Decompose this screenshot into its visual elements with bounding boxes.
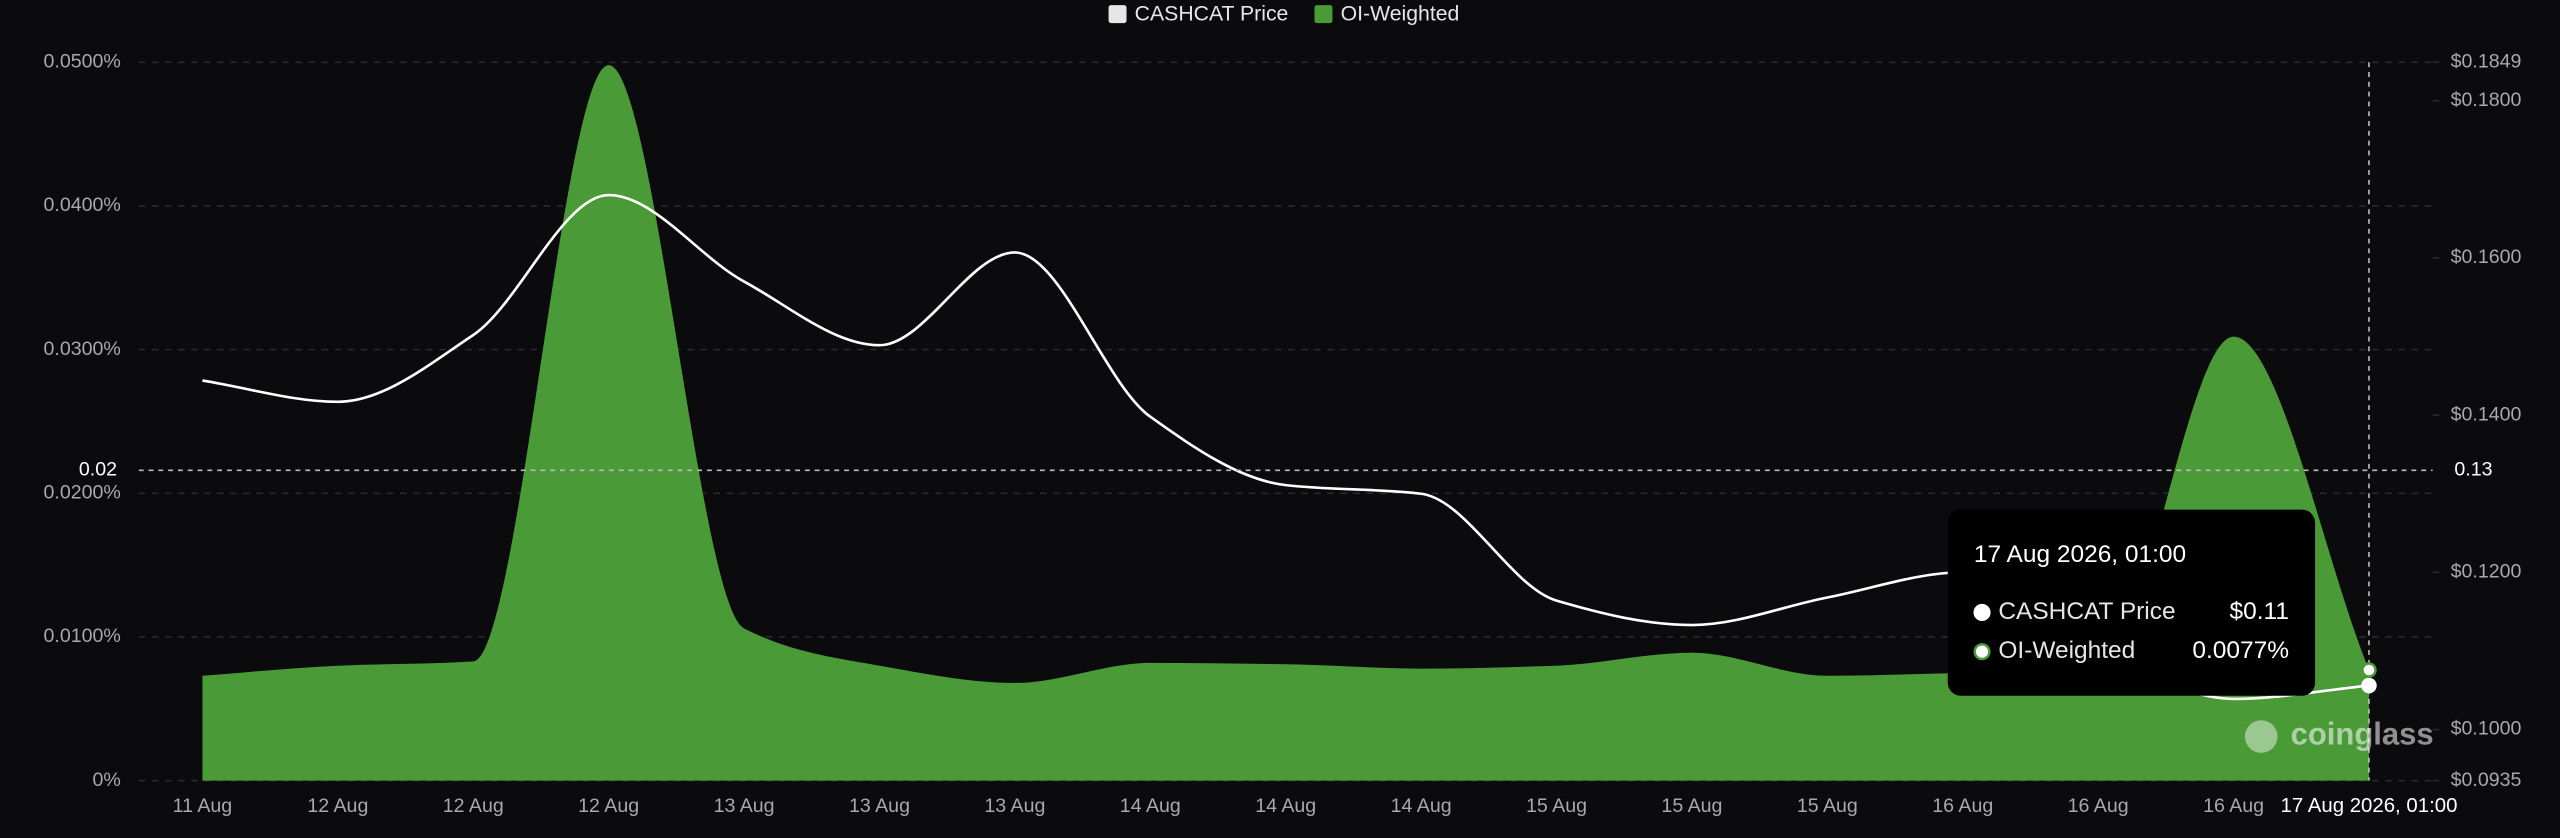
x-tick-label: 13 Aug — [849, 795, 910, 817]
watermark: coinglass — [2291, 717, 2434, 752]
x-tick-label: 15 Aug — [1526, 795, 1587, 817]
x-tick-label: 16 Aug — [1932, 795, 1993, 817]
tooltip-dot — [1973, 643, 1991, 661]
y-tick-label: 0.0300% — [44, 338, 121, 360]
x-tick-label: 11 Aug — [173, 795, 233, 817]
x-tick-label: 14 Aug — [1391, 795, 1452, 817]
y2-tick-label: $0.0935 — [2451, 769, 2522, 791]
tooltip-series-name: CASHCAT Price — [1998, 598, 2175, 625]
x-tick-label: 13 Aug — [984, 795, 1045, 817]
watermark-logo — [2244, 720, 2278, 753]
x-tick-label: 13 Aug — [714, 795, 775, 817]
x-tick-label: 14 Aug — [1120, 795, 1181, 817]
y2-tick-label: $0.1200 — [2451, 561, 2522, 583]
tooltip-dot — [1973, 603, 1991, 622]
tooltip-value: 0.0077% — [2192, 637, 2289, 664]
y-tick-label: 0.0500% — [44, 50, 121, 72]
y2-tick-label: $0.1400 — [2451, 403, 2522, 425]
x-tick-label: 12 Aug — [443, 795, 504, 817]
x-crosshair-label: 17 Aug 2026, 01:00 — [2281, 795, 2458, 817]
y-tick-label: 0% — [93, 769, 121, 791]
point — [2361, 677, 2377, 694]
crosshair-label-box — [2435, 455, 2518, 485]
y2-tick-label: $0.1800 — [2451, 89, 2522, 111]
y2-tick-label: $0.1600 — [2451, 246, 2522, 268]
tooltip-series-name: OI-Weighted — [1998, 637, 2135, 664]
y-tick-label: 0.0100% — [44, 625, 121, 647]
area — [202, 65, 2369, 781]
legend-swatch — [1108, 5, 1127, 24]
x-tick-label: 15 Aug — [1797, 795, 1858, 817]
y2-tick-label: $0.1000 — [2451, 718, 2522, 740]
crosshair-y-label: 0.02 — [79, 458, 117, 480]
legend-label: OI-Weighted — [1341, 3, 1460, 26]
y-tick-label: 0.0400% — [44, 194, 121, 216]
tooltip-box — [1947, 509, 2316, 696]
tooltip: 17 Aug 2026, 01:00 CASHCAT Price $0.11 OI-W… — [1947, 509, 2316, 696]
x-tick-label: 15 Aug — [1661, 795, 1722, 817]
x-crosshair-label-box — [2271, 790, 2467, 824]
x-tick-label: 14 Aug — [1255, 795, 1316, 817]
legend-swatch — [1314, 5, 1333, 24]
tooltip-title: 17 Aug 2026, 01:00 — [1974, 541, 2186, 568]
crosshair-label-box — [48, 455, 139, 485]
tooltip-value: $0.11 — [2230, 598, 2289, 625]
legend-label: CASHCAT Price — [1135, 3, 1289, 26]
point — [2361, 662, 2377, 678]
x-tick-label: 12 Aug — [307, 795, 368, 817]
y-tick-label: 0.0200% — [44, 481, 121, 503]
y2-tick-label: $0.1849 — [2451, 50, 2522, 72]
crosshair-y2-label: 0.13 — [2454, 458, 2492, 480]
x-tick-label: 12 Aug — [578, 795, 639, 817]
x-tick-label: 16 Aug — [2068, 795, 2129, 817]
x-tick-label: 16 Aug — [2203, 795, 2264, 817]
